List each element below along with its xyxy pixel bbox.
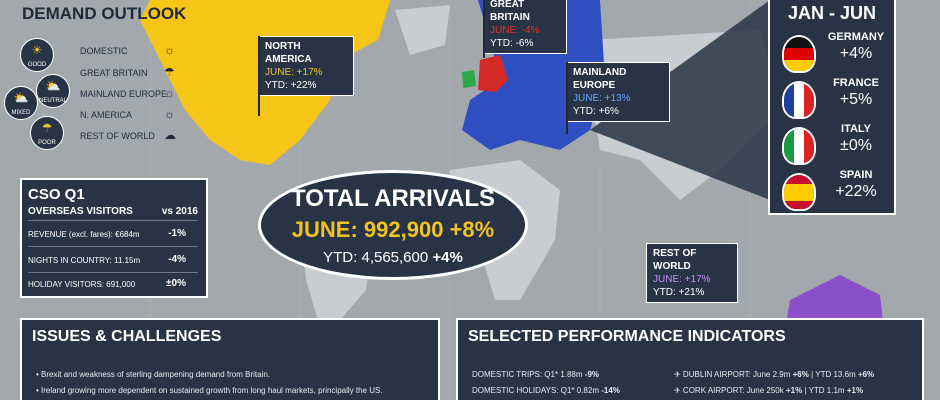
- issue-item: • Brexit and weakness of sterling dampen…: [36, 370, 271, 379]
- cso-row-value: -1%: [168, 228, 186, 239]
- total-arrivals-title: TOTAL ARRIVALS: [291, 185, 495, 212]
- total-arrivals-ytd: YTD: 4,565,600 +4%: [323, 249, 463, 266]
- sun-icon: ☼: [164, 86, 175, 100]
- issues-title: ISSUES & CHALLENGES: [32, 328, 222, 345]
- sun-icon: ☼: [164, 43, 175, 57]
- divider: [28, 246, 198, 247]
- spain-flag-icon: [782, 173, 816, 211]
- cso-row-label: REVENUE (excl. fares): €684m: [28, 230, 140, 239]
- divider: [28, 272, 198, 273]
- indicator-dublin-airport: ✈ DUBLIN AIRPORT: June 2.9m +6% | YTD 13…: [674, 370, 875, 379]
- total-arrivals-june: JUNE: 992,900 +8%: [291, 217, 495, 242]
- issues-panel: ISSUES & CHALLENGES • Brexit and weaknes…: [20, 318, 440, 400]
- performance-panel: SELECTED PERFORMANCE INDICATORS DOMESTIC…: [456, 318, 924, 400]
- callout-north-america: NORTH AMERICA JUNE: +17% YTD: +22%: [258, 36, 354, 96]
- demand-market-europe: MAINLAND EUROPE: [80, 89, 168, 99]
- pin-great-britain: [483, 0, 485, 58]
- demand-market-na: N. AMERICA: [80, 110, 133, 120]
- country-italy: ITALY ±0%: [778, 123, 890, 167]
- france-flag-icon: [782, 81, 816, 119]
- indicator-domestic-holidays: DOMESTIC HOLIDAYS: Q1* 0.82m -14%: [472, 386, 620, 395]
- demand-market-row: REST OF WORLD: [80, 131, 155, 141]
- greenland-shape: [395, 5, 450, 55]
- pin-north-america: [258, 36, 260, 116]
- cso-row-label: NIGHTS IN COUNTRY: 11.15m: [28, 256, 141, 265]
- jan-jun-title: JAN - JUN: [787, 3, 876, 23]
- pin-mainland-europe: [566, 62, 568, 134]
- callout-great-britain: GREAT BRITAIN JUNE: -4% YTD: -6%: [483, 0, 567, 54]
- performance-title: SELECTED PERFORMANCE INDICATORS: [468, 328, 786, 345]
- sun-icon: ☼: [164, 107, 175, 121]
- demand-market-gb: GREAT BRITAIN: [80, 68, 148, 78]
- country-germany: GERMANY +4%: [778, 31, 890, 75]
- highlight-beam: [590, 0, 770, 200]
- issue-item: • Ireland growing more dependent on sust…: [36, 386, 383, 395]
- country-spain: SPAIN +22%: [778, 169, 890, 213]
- great-britain-shape: [478, 55, 508, 92]
- cso-subtitle: OVERSEAS VISITORS: [28, 206, 133, 217]
- callout-rest-of-world: REST OF WORLD JUNE: +17% YTD: +21%: [646, 243, 738, 303]
- legend-neutral: ⛅ NEUTRAL: [36, 74, 70, 108]
- cloud-icon: ☁: [164, 128, 176, 142]
- cso-panel: CSO Q1 OVERSEAS VISITORS vs 2016 REVENUE…: [20, 178, 208, 298]
- sun-icon: ☀: [31, 43, 43, 57]
- cso-vs: vs 2016: [161, 206, 198, 217]
- ireland-shape: [462, 70, 476, 88]
- total-arrivals-badge: TOTAL ARRIVALS JUNE: 992,900 +8% YTD: 4,…: [258, 170, 528, 280]
- rain-icon: ☂: [41, 121, 53, 135]
- legend-poor: ☂ POOR: [30, 116, 64, 150]
- cso-row-value: ±0%: [166, 278, 186, 289]
- legend-mixed: ⛅ MIXED: [4, 86, 38, 120]
- italy-flag-icon: [782, 127, 816, 165]
- germany-flag-icon: [782, 35, 816, 73]
- cso-row-label: HOLIDAY VISITORS: 691,000: [28, 280, 136, 289]
- cso-title: CSO Q1: [28, 186, 85, 203]
- rain-icon: ☂: [164, 65, 175, 79]
- cso-row-value: -4%: [168, 254, 186, 265]
- country-france: FRANCE +5%: [778, 77, 890, 121]
- callout-mainland-europe: MAINLAND EUROPE JUNE: +13% YTD: +6%: [566, 62, 670, 122]
- divider: [28, 220, 198, 221]
- legend-good: ☀ GOOD: [20, 38, 54, 72]
- demand-market-domestic: DOMESTIC: [80, 46, 128, 56]
- cloud-sun-icon: ⛅: [13, 91, 29, 105]
- indicator-domestic-trips: DOMESTIC TRIPS: Q1* 1.88m -9%: [472, 370, 600, 379]
- indicator-cork-airport: ✈ CORK AIRPORT: June 250k +1% | YTD 1.1m…: [674, 386, 864, 395]
- jan-jun-panel: JAN - JUN GERMANY +4% FRANCE +5% ITALY ±…: [768, 0, 896, 215]
- sun-cloud-icon: ⛅: [45, 79, 61, 93]
- demand-outlook-title: DEMAND OUTLOOK: [22, 4, 187, 23]
